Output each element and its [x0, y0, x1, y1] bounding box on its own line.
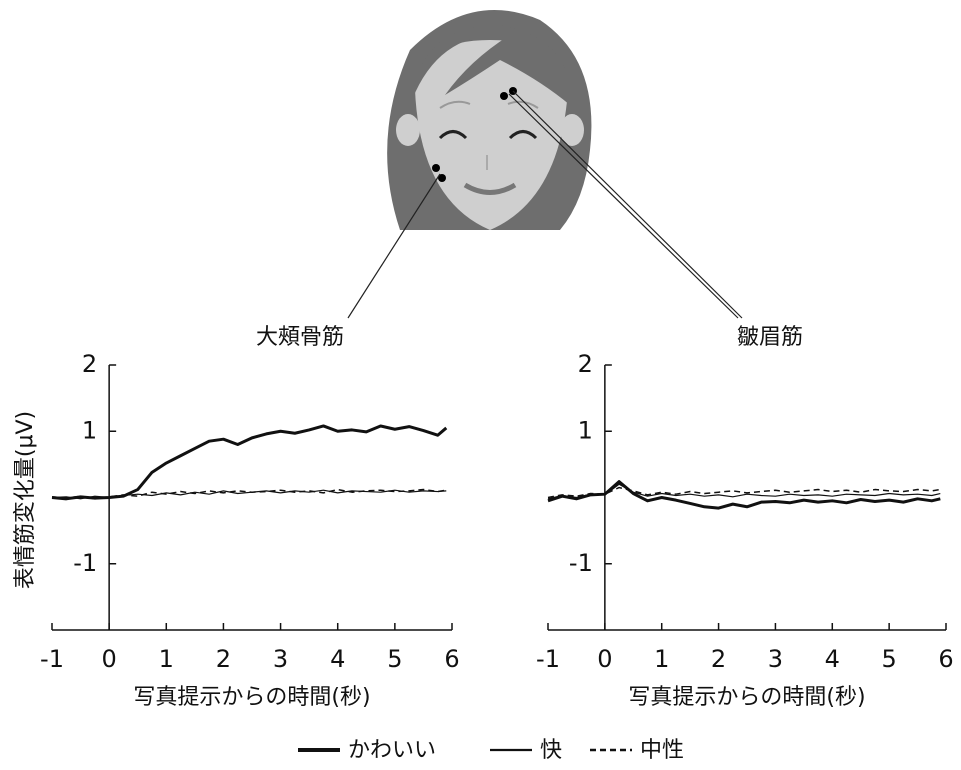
x-tick-label: 6 — [444, 645, 459, 673]
data-line — [52, 426, 446, 499]
x-tick-label: 3 — [768, 645, 783, 673]
chart-title: 大頰骨筋 — [256, 325, 344, 350]
y-tick-label: 2 — [82, 350, 97, 378]
x-tick-label: 2 — [216, 645, 231, 673]
y-tick-label: -1 — [569, 549, 593, 577]
x-tick-label: 2 — [711, 645, 726, 673]
x-tick-label: -1 — [40, 645, 64, 673]
y-tick-label: -1 — [73, 549, 97, 577]
x-tick-label: 4 — [330, 645, 345, 673]
y-tick-label: 1 — [82, 416, 97, 444]
face-illustration — [348, 10, 742, 318]
x-tick-label: 0 — [597, 645, 612, 673]
legend-label: 快 — [540, 738, 562, 763]
y-tick-label: 1 — [578, 416, 593, 444]
x-tick-label: 3 — [273, 645, 288, 673]
legend-label: 中性 — [640, 738, 684, 763]
x-tick-label: 5 — [882, 645, 897, 673]
x-tick-label: 0 — [102, 645, 117, 673]
y-tick-label: 2 — [578, 350, 593, 378]
x-tick-label: 1 — [159, 645, 174, 673]
x-tick-label: 6 — [938, 645, 953, 673]
x-tick-label: 5 — [387, 645, 402, 673]
x-tick-label: 1 — [654, 645, 669, 673]
legend-label: かわいい — [348, 738, 436, 763]
y-axis-label: 表情筋変化量(μV) — [13, 411, 38, 589]
legend: かわいい 快 中性 — [298, 738, 684, 763]
x-tick-label: -1 — [536, 645, 560, 673]
x-axis-label: 写真提示からの時間(秒) — [628, 685, 865, 710]
chart: 大頰骨筋 皺眉筋 表情筋変化量(μV) かわいい 快 中性 -1 1 2 -1 0 1 2 3 4 5… — [0, 0, 961, 770]
data-line — [52, 490, 446, 499]
chart-title: 皺眉筋 — [737, 325, 803, 350]
x-tick-label: 4 — [825, 645, 840, 673]
x-axis-label: 写真提示からの時間(秒) — [133, 685, 370, 710]
